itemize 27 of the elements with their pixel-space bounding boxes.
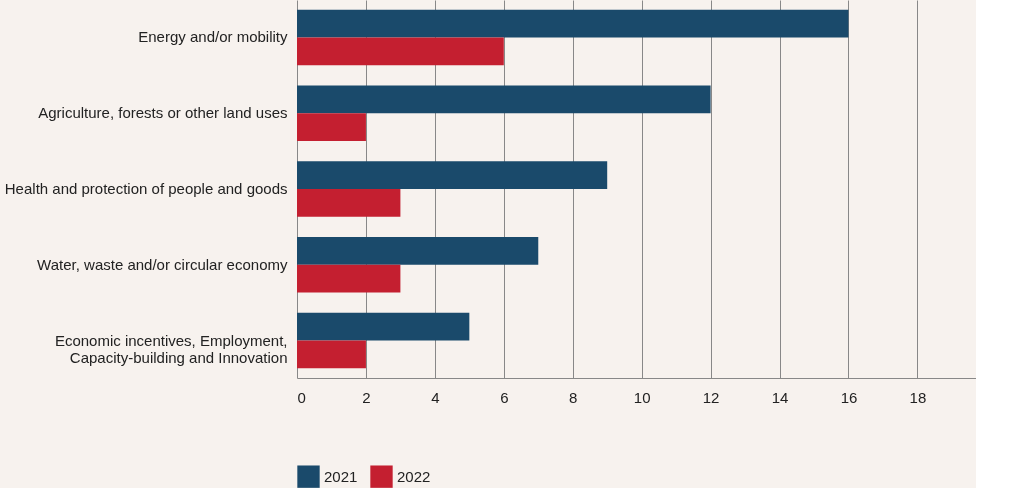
legend-label: 2022 bbox=[397, 467, 431, 485]
bar bbox=[297, 340, 366, 369]
y-tick-label: Water, waste and/or circular economy bbox=[37, 255, 288, 273]
bar bbox=[297, 312, 470, 341]
x-tick-label: 4 bbox=[431, 388, 440, 406]
x-tick-label: 6 bbox=[500, 388, 509, 406]
x-tick-label: 0 bbox=[297, 388, 306, 406]
y-tick-label: Energy and/or mobility bbox=[138, 28, 288, 46]
bar bbox=[297, 85, 711, 114]
bar bbox=[297, 161, 608, 189]
y-tick-label: Agriculture, forests or other land uses bbox=[38, 104, 288, 122]
x-tick-label: 18 bbox=[909, 388, 927, 406]
x-tick-label: 8 bbox=[569, 388, 578, 406]
bar bbox=[297, 9, 849, 38]
y-tick-label: Health and protection of people and goods bbox=[4, 180, 288, 197]
bar bbox=[297, 37, 504, 66]
legend-label: 2021 bbox=[324, 467, 358, 485]
x-tick-label: 12 bbox=[702, 388, 720, 406]
bar bbox=[297, 113, 366, 141]
x-tick-label: 14 bbox=[771, 388, 789, 406]
y-tick-label: Economic incentives, Employment, Capacity-building and Innovation bbox=[54, 331, 288, 366]
bar bbox=[297, 237, 539, 265]
bar bbox=[297, 189, 401, 217]
bar bbox=[297, 264, 401, 293]
x-tick-label: 16 bbox=[840, 388, 858, 406]
x-tick-label: 2 bbox=[362, 388, 371, 406]
x-tick-label: 10 bbox=[633, 388, 651, 406]
